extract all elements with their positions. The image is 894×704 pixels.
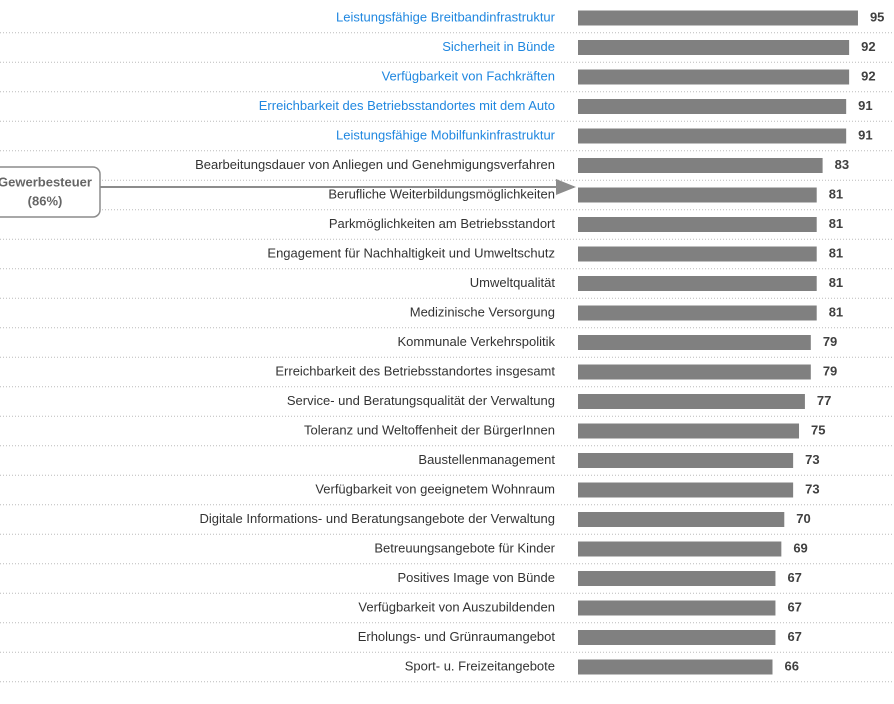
bar bbox=[578, 99, 847, 114]
annotation-box bbox=[0, 166, 101, 218]
value-label: 81 bbox=[829, 275, 843, 290]
category-label: Toleranz und Weltoffenheit der BürgerInn… bbox=[304, 422, 555, 437]
category-label: Positives Image von Bünde bbox=[397, 570, 555, 585]
value-label: 81 bbox=[829, 186, 843, 201]
bar bbox=[578, 630, 776, 645]
value-label: 69 bbox=[793, 540, 807, 555]
bar bbox=[578, 158, 823, 173]
value-label: 77 bbox=[817, 393, 831, 408]
bar bbox=[578, 394, 805, 409]
bar bbox=[578, 69, 850, 85]
bar bbox=[578, 276, 817, 291]
category-label: Bearbeitungsdauer von Anliegen und Geneh… bbox=[195, 157, 555, 172]
bar bbox=[578, 217, 817, 232]
category-label: Engagement für Nachhaltigkeit und Umwelt… bbox=[267, 245, 555, 260]
value-label: 81 bbox=[829, 304, 843, 319]
value-label: 92 bbox=[861, 39, 875, 54]
value-label: 95 bbox=[870, 9, 884, 24]
category-label: Verfügbarkeit von Fachkräften bbox=[382, 68, 555, 83]
value-label: 92 bbox=[861, 68, 875, 83]
bar bbox=[578, 40, 850, 55]
bar bbox=[578, 364, 811, 380]
bar bbox=[578, 482, 794, 498]
category-label: Leistungsfähige Mobilfunkinfrastruktur bbox=[336, 127, 556, 142]
category-label: Betreuungsangebote für Kinder bbox=[374, 540, 555, 555]
value-label: 73 bbox=[805, 452, 819, 467]
bar bbox=[578, 453, 794, 468]
category-label: Verfügbarkeit von geeignetem Wohnraum bbox=[315, 481, 555, 496]
category-label: Sport- u. Freizeitangebote bbox=[405, 658, 555, 673]
value-label: 79 bbox=[823, 363, 837, 378]
bar bbox=[578, 128, 847, 144]
category-label: Baustellenmanagement bbox=[418, 452, 555, 467]
bar bbox=[578, 659, 773, 675]
value-label: 66 bbox=[785, 658, 799, 673]
category-label: Verfügbarkeit von Auszubildenden bbox=[358, 599, 555, 614]
bar bbox=[578, 10, 858, 26]
category-label: Parkmöglichkeiten am Betriebsstandort bbox=[329, 216, 556, 231]
value-label: 73 bbox=[805, 481, 819, 496]
value-label: 81 bbox=[829, 216, 843, 231]
category-label: Leistungsfähige Breitbandinfrastruktur bbox=[336, 9, 556, 24]
category-label: Kommunale Verkehrspolitik bbox=[397, 334, 555, 349]
category-label: Erholungs- und Grünraumangebot bbox=[358, 629, 556, 644]
value-label: 79 bbox=[823, 334, 837, 349]
bar bbox=[578, 305, 817, 321]
bar bbox=[578, 512, 785, 527]
value-label: 81 bbox=[829, 245, 843, 260]
value-label: 83 bbox=[835, 157, 849, 172]
category-label: Service- und Beratungsqualität der Verwa… bbox=[287, 393, 555, 408]
category-label: Digitale Informations- und Beratungsange… bbox=[199, 511, 555, 526]
value-label: 75 bbox=[811, 422, 825, 437]
value-label: 67 bbox=[787, 599, 801, 614]
bar bbox=[578, 246, 817, 262]
bar bbox=[578, 187, 817, 203]
bar bbox=[578, 600, 776, 616]
annotation-text: (86%) bbox=[28, 193, 63, 208]
value-label: 67 bbox=[787, 570, 801, 585]
category-label: Berufliche Weiterbildungsmöglichkeiten bbox=[328, 186, 555, 201]
category-label: Umweltqualität bbox=[470, 275, 556, 290]
category-label: Erreichbarkeit des Betriebsstandortes in… bbox=[275, 363, 555, 378]
bar bbox=[578, 571, 776, 586]
bar bbox=[578, 541, 782, 557]
bar bbox=[578, 335, 811, 350]
value-label: 91 bbox=[858, 98, 872, 113]
value-label: 67 bbox=[787, 629, 801, 644]
category-label: Erreichbarkeit des Betriebsstandortes mi… bbox=[259, 98, 555, 113]
value-label: 70 bbox=[796, 511, 810, 526]
annotation-text: Gewerbesteuer bbox=[0, 174, 92, 189]
bar bbox=[578, 423, 800, 439]
value-label: 91 bbox=[858, 127, 872, 142]
category-label: Sicherheit in Bünde bbox=[442, 39, 555, 54]
category-label: Medizinische Versorgung bbox=[410, 304, 555, 319]
